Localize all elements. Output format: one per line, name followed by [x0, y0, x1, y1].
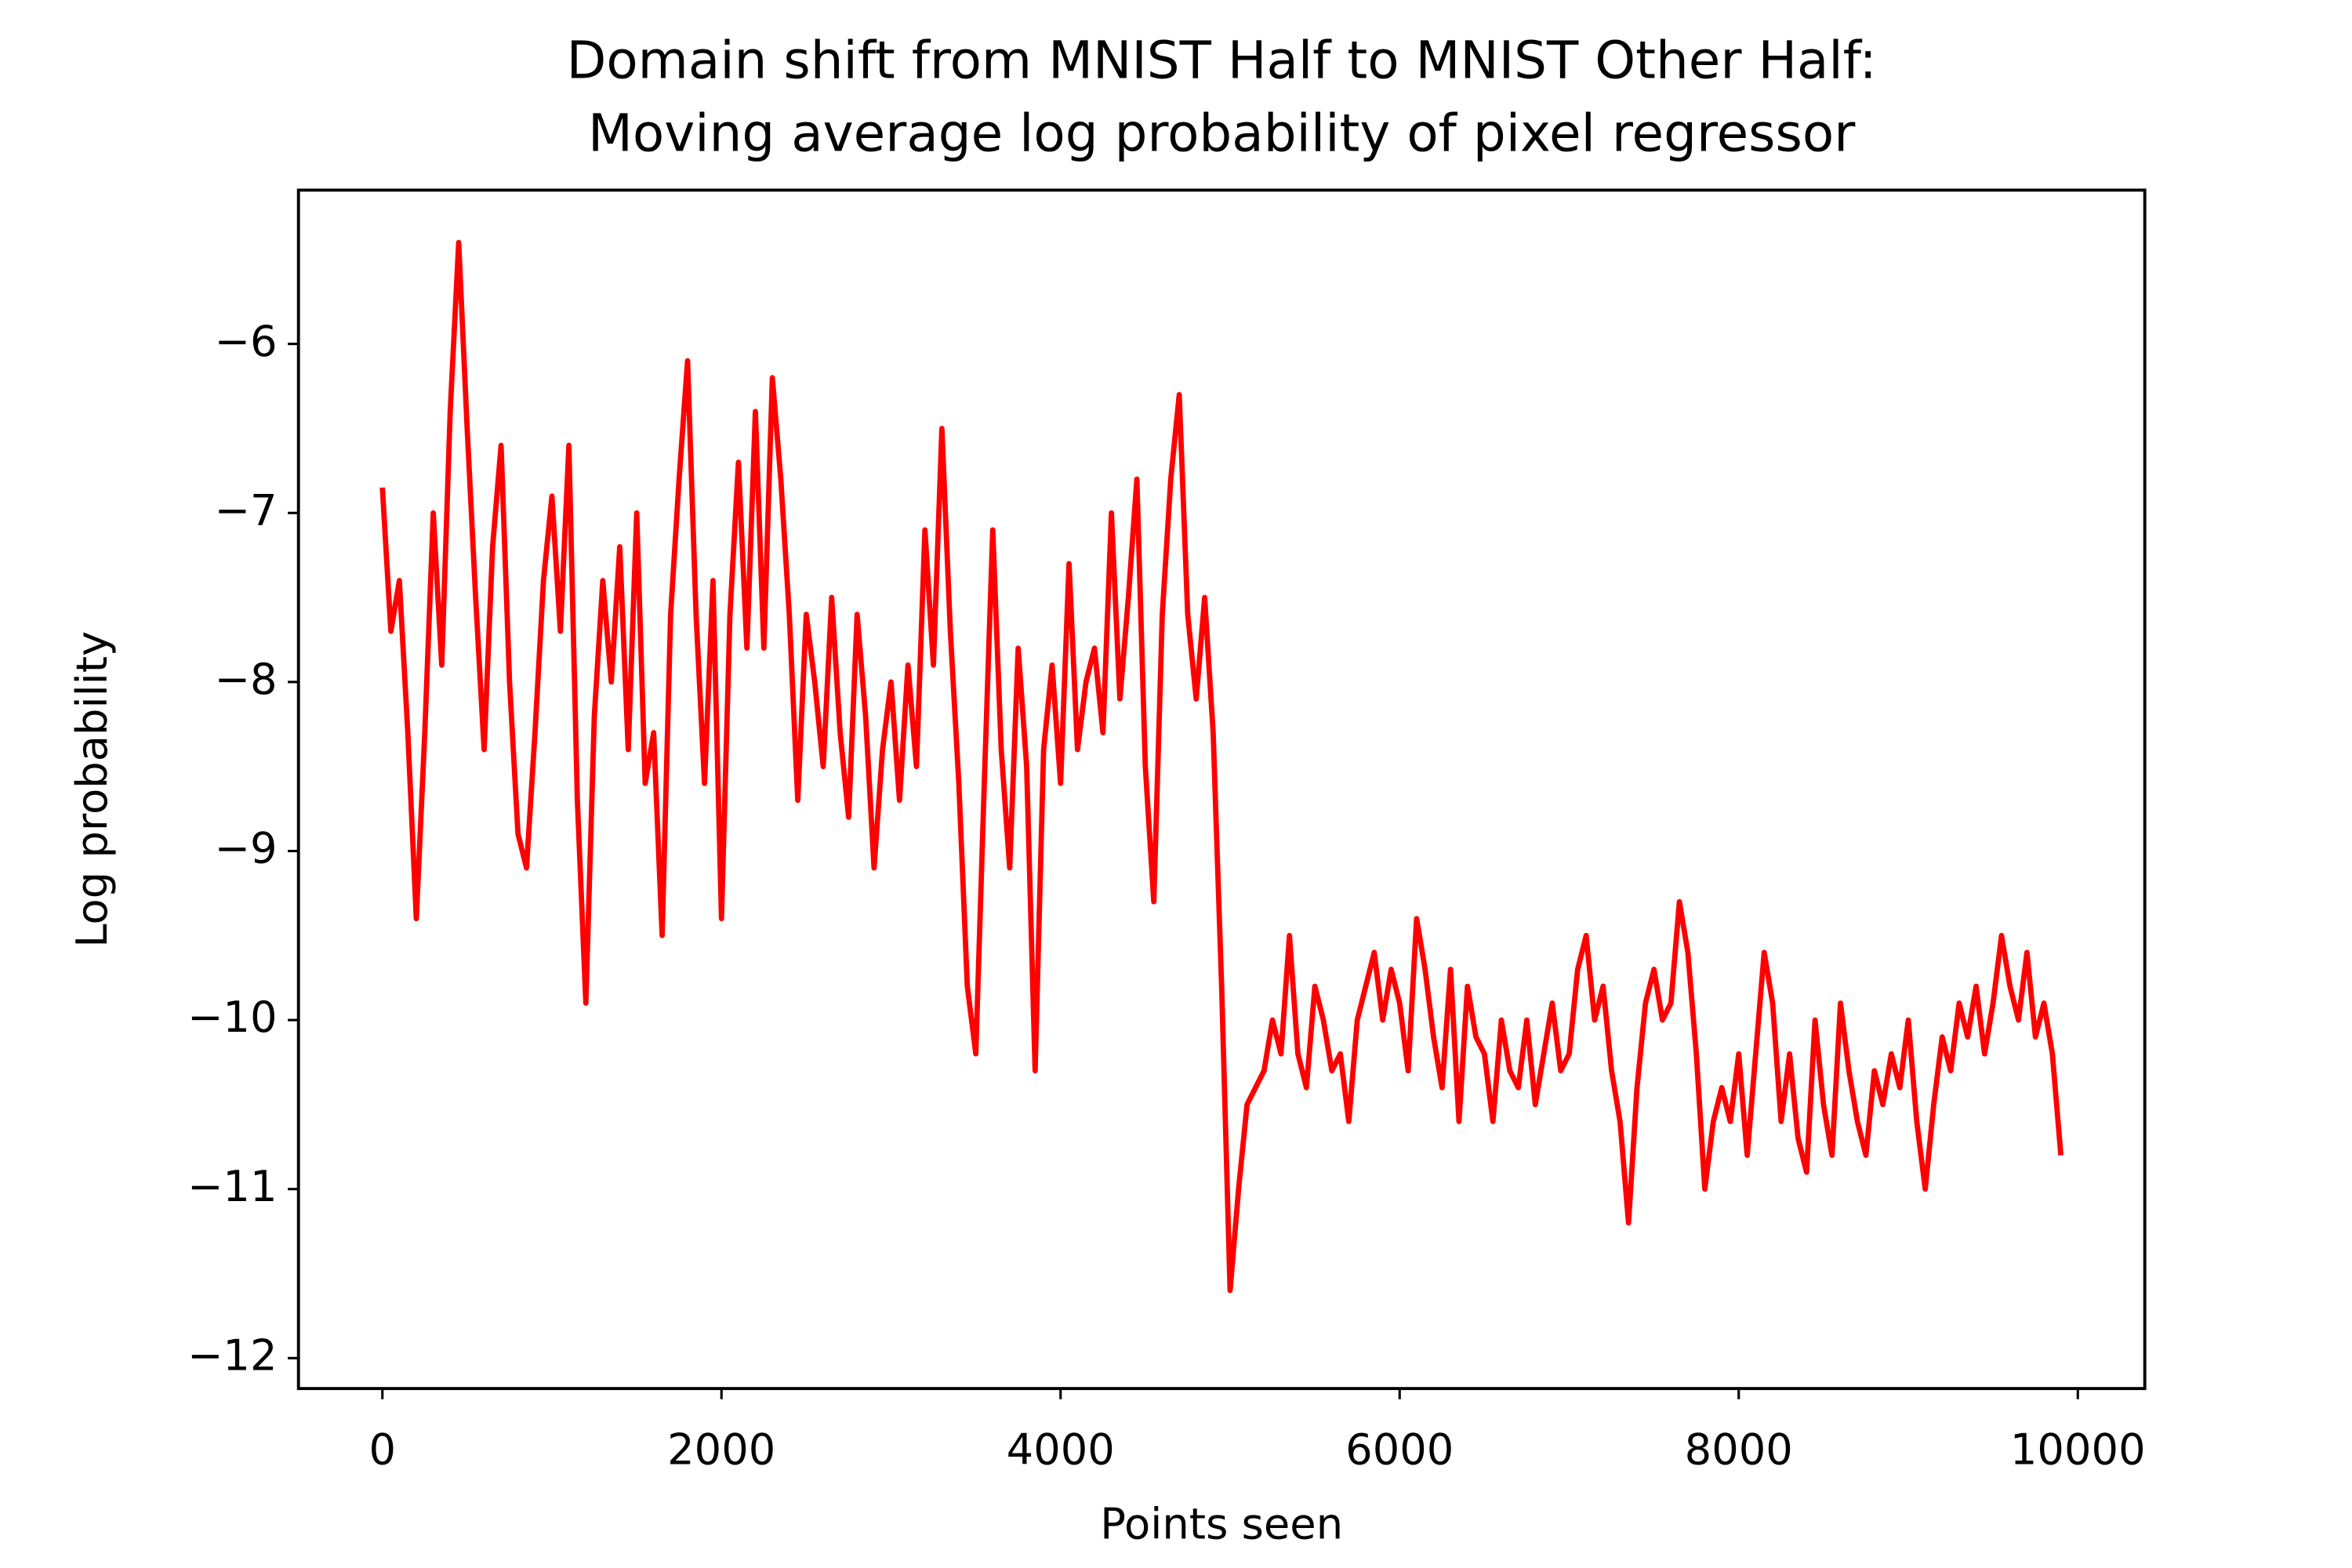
x-tick-label: 6000	[1345, 1425, 1454, 1475]
y-tick-label: −11	[187, 1162, 278, 1211]
y-tick-label: −7	[214, 485, 277, 535]
chart-title: Domain shift from MNIST Half to MNIST Ot…	[567, 31, 1877, 91]
x-tick-label: 2000	[667, 1425, 775, 1475]
y-tick-label: −12	[187, 1330, 278, 1380]
chart-title: Moving average log probability of pixel …	[588, 103, 1856, 164]
x-tick-label: 8000	[1685, 1425, 1793, 1475]
x-tick-label: 10000	[2010, 1425, 2146, 1475]
x-axis-label: Points seen	[1100, 1500, 1343, 1549]
plot-frame	[296, 188, 2147, 1391]
y-tick-label: −9	[214, 824, 277, 873]
y-tick-label: −10	[187, 993, 278, 1042]
x-tick-label: 0	[368, 1425, 396, 1475]
y-tick-label: −6	[214, 317, 277, 366]
data-line	[379, 239, 2064, 1294]
y-axis-label: Log probability	[67, 631, 117, 948]
y-tick-label: −8	[214, 655, 277, 704]
x-tick-label: 4000	[1007, 1425, 1115, 1475]
